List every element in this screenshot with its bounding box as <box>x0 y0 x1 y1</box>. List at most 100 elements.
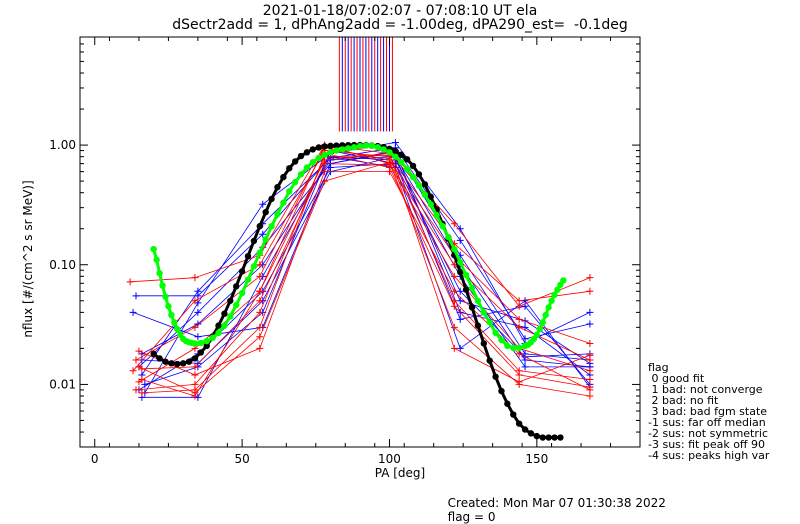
legend-item-1: 1 bad: not converge <box>648 383 763 396</box>
red-plus-marker <box>256 261 264 269</box>
black-fit-point <box>150 350 157 358</box>
green-fit-point <box>268 222 275 230</box>
legend-item-3: 3 bad: bad fgm state <box>648 405 768 418</box>
green-fit-point <box>439 222 446 230</box>
green-fit-point <box>280 199 287 206</box>
flag-legend: flag 0 good fit 1 bad: not converge 2 ba… <box>648 362 769 461</box>
green-fit-point <box>274 210 281 218</box>
green-fit-point <box>291 178 299 186</box>
axis-ticks-group: 0 50 100 150 0.01 0.10 1.00 <box>49 36 641 466</box>
blue-plus-marker <box>521 363 529 371</box>
red-plus-marker <box>450 344 458 352</box>
legend-item-5: -2 sus: not symmetric <box>648 427 768 440</box>
black-fit-point <box>321 143 328 150</box>
red-plus-marker <box>515 350 523 358</box>
black-fit-point <box>179 360 187 367</box>
green-fit-point <box>262 236 269 243</box>
red-plus-marker <box>450 272 458 280</box>
green-fit-point <box>504 342 511 350</box>
green-fit-point <box>392 153 399 160</box>
green-fit-point <box>156 269 163 277</box>
blue-plus-marker <box>521 297 529 305</box>
legend-item-4: -1 sus: far off median <box>648 416 766 429</box>
green-fit-point <box>374 143 381 151</box>
red-plus-marker <box>132 356 140 364</box>
red-plus-marker <box>515 297 523 305</box>
red-plus-marker <box>515 371 523 379</box>
green-fit-point <box>233 301 240 309</box>
red-series-line <box>141 163 591 372</box>
green-fit-point <box>362 142 370 149</box>
black-fit-point <box>227 297 234 304</box>
green-fit-point <box>480 309 487 316</box>
green-fit-point <box>191 340 199 347</box>
green-fit-point <box>215 329 222 337</box>
green-fit-point <box>174 325 181 333</box>
black-fit-point <box>268 195 275 203</box>
black-fit-point <box>203 342 210 350</box>
black-fit-point <box>409 162 417 170</box>
black-fit-point <box>545 434 552 441</box>
green-fit-point <box>197 339 205 347</box>
black-fit-point <box>539 434 546 441</box>
green-fit-point <box>474 297 482 304</box>
x-tick-label: 50 <box>234 452 249 466</box>
red-plus-marker <box>191 392 199 400</box>
blue-plus-marker <box>194 292 202 300</box>
red-plus-marker <box>515 315 523 323</box>
green-fit-point <box>345 145 352 152</box>
green-fit-point <box>339 146 346 153</box>
chart-title-line1: 2021-01-18/07:02:07 - 07:08:10 UT ela <box>262 3 538 19</box>
green-fit-point <box>171 319 178 326</box>
green-fit-point <box>165 303 172 310</box>
black-fit-point <box>262 208 269 216</box>
black-fit-point <box>551 434 558 441</box>
green-fit-point <box>297 171 305 178</box>
x-tick-label: 150 <box>525 452 548 466</box>
green-fit-point <box>209 334 216 342</box>
black-fit-point <box>280 173 287 181</box>
green-fit-point <box>545 304 552 311</box>
red-plus-marker <box>256 333 264 341</box>
black-fit-point <box>256 222 263 230</box>
black-fit-point <box>215 322 222 329</box>
black-fit-point <box>462 286 470 293</box>
red-plus-marker <box>135 363 143 371</box>
plot-frame <box>79 36 641 448</box>
green-fit-point <box>168 311 175 319</box>
red-plus-marker <box>135 347 143 355</box>
red-plus-marker <box>586 351 594 359</box>
red-plus-marker <box>450 220 458 228</box>
red-plus-marker <box>586 274 594 282</box>
legend-title: flag <box>648 361 669 374</box>
black-fit-point <box>303 149 311 156</box>
black-fit-point <box>244 252 252 260</box>
blue-plus-marker <box>586 308 594 316</box>
blue-series-line <box>132 151 591 376</box>
green-fit-point <box>492 329 499 337</box>
green-fit-point <box>386 149 393 156</box>
black-fit-point <box>510 411 517 418</box>
blue-plus-marker <box>521 335 529 343</box>
black-fit-point <box>427 193 434 200</box>
black-fit-point <box>498 387 505 395</box>
red-plus-marker <box>586 287 594 295</box>
black-fit-point <box>457 268 464 276</box>
black-fit-point <box>557 434 564 441</box>
black-fit-point <box>403 156 411 163</box>
green-fit-point <box>162 293 169 300</box>
blue-series-line <box>136 156 590 368</box>
green-fit-point <box>238 289 246 297</box>
footer-flag: flag = 0 <box>447 510 496 524</box>
black-fit-point <box>398 151 405 158</box>
red-plus-marker <box>321 177 329 185</box>
green-fit-point <box>380 146 387 153</box>
green-fit-point <box>350 143 358 151</box>
red-plus-marker <box>385 158 393 166</box>
green-fit-point <box>486 319 493 326</box>
red-plus-marker <box>450 302 458 310</box>
blue-plus-marker <box>194 393 202 401</box>
measurement-series-group <box>126 139 594 401</box>
red-plus-marker <box>129 367 137 375</box>
green-fit-point <box>445 233 452 241</box>
